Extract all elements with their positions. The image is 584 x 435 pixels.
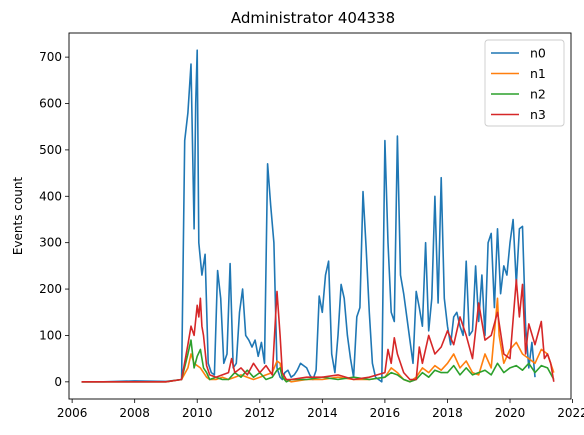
x-axis: 2006 2008 2010 2012 2014 2016 2018 2020 2022 [57,399,584,420]
legend: n0 n1 n2 n3 [484,39,565,127]
x-tick-label: 2014 [307,406,338,420]
y-tick-label: 200 [39,282,62,296]
y-tick-label: 700 [39,50,62,64]
legend-label-n3: n3 [530,107,546,122]
series-line-n3 [81,278,555,383]
legend-frame [484,39,565,127]
y-axis: 0 100 200 300 400 500 600 700 [39,50,69,389]
plot-frame [68,32,572,400]
y-tick-label: 300 [39,236,62,250]
legend-label-n0: n0 [530,46,546,61]
chart-title: Administrator 404338 [231,9,395,27]
series-layer [81,49,555,383]
legend-label-n1: n1 [530,66,546,81]
x-tick-label: 2016 [370,406,401,420]
x-tick-label: 2020 [495,406,526,420]
series-line-n0 [81,49,536,383]
x-tick-label: 2012 [245,406,276,420]
y-axis-label: Events count [11,177,25,256]
x-tick-label: 2018 [432,406,463,420]
y-tick-label: 500 [39,143,62,157]
y-tick-label: 600 [39,97,62,111]
legend-label-n2: n2 [530,87,546,102]
x-tick-label: 2010 [182,406,213,420]
x-tick-label: 2008 [119,406,150,420]
x-tick-label: 2022 [557,406,584,420]
y-tick-label: 400 [39,189,62,203]
x-tick-label: 2006 [57,406,88,420]
series-line-n2 [81,339,555,383]
y-tick-label: 100 [39,328,62,342]
y-tick-label: 0 [54,375,62,389]
